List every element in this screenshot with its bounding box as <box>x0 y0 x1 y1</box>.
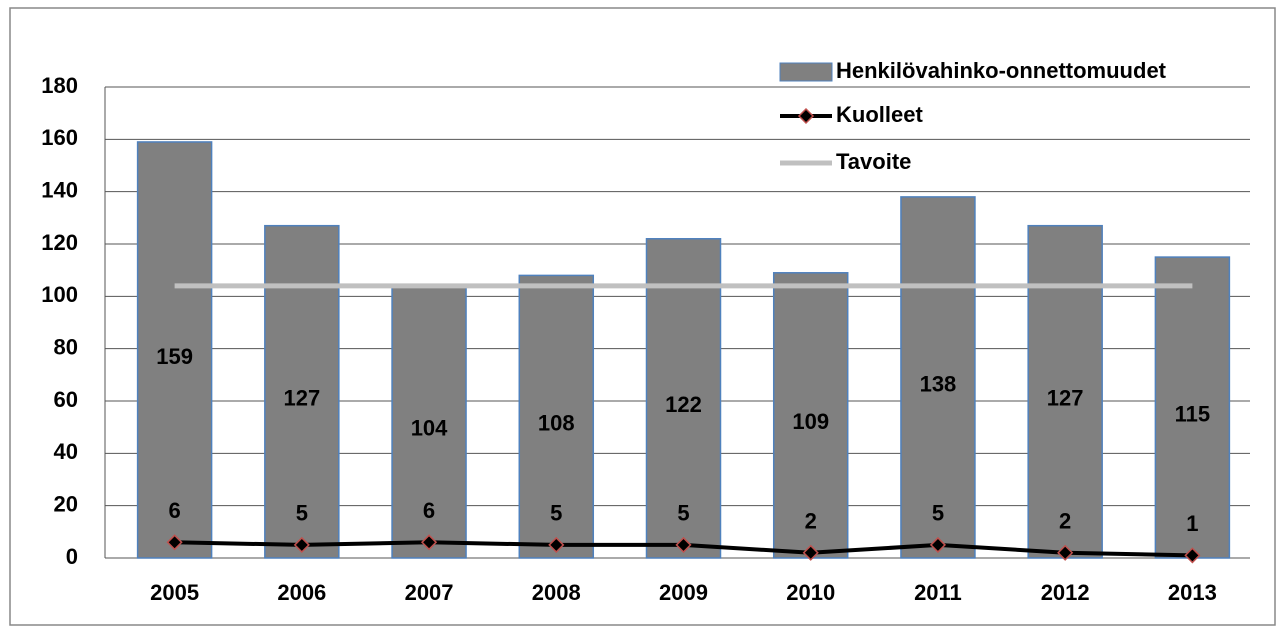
y-tick-label: 0 <box>66 544 78 569</box>
bar <box>645 238 722 559</box>
bar <box>772 272 849 559</box>
data-label: 127 <box>1047 386 1084 411</box>
marker <box>420 534 438 551</box>
data-label: 104 <box>411 416 448 441</box>
y-tick-label: 160 <box>41 125 78 150</box>
marker <box>802 544 819 561</box>
bar <box>1027 224 1103 559</box>
y-tick-label: 60 <box>54 387 78 412</box>
data-label: 5 <box>932 501 944 526</box>
legend-swatch <box>779 62 833 82</box>
data-label: 127 <box>283 386 320 411</box>
data-label: 1 <box>1186 511 1198 536</box>
y-tick-label: 140 <box>41 177 78 202</box>
data-label: 5 <box>296 501 308 526</box>
bar <box>136 141 213 559</box>
y-tick-label: 80 <box>54 334 78 359</box>
x-tick-label: 2011 <box>914 580 962 605</box>
bar <box>518 274 595 559</box>
marker <box>166 534 183 551</box>
data-label: 115 <box>1175 401 1211 426</box>
marker <box>675 536 692 553</box>
marker <box>929 536 947 553</box>
data-label: 109 <box>792 409 829 434</box>
y-tick-label: 120 <box>41 230 78 255</box>
marker <box>1057 544 1074 561</box>
data-label: 2 <box>805 509 817 534</box>
y-tick-label: 40 <box>54 439 78 464</box>
legend-label: Tavoite <box>836 149 911 174</box>
data-label: 6 <box>168 498 180 523</box>
marker <box>293 536 310 553</box>
marker <box>548 536 565 553</box>
bar <box>391 285 467 559</box>
data-label: 2 <box>1059 509 1071 534</box>
y-tick-label: 180 <box>41 73 78 98</box>
legend-label: Henkilövahinko-onnettomuudet <box>836 58 1167 83</box>
data-label: 108 <box>538 411 575 436</box>
data-label: 138 <box>920 371 957 396</box>
data-label: 159 <box>156 344 193 369</box>
x-tick-label: 2010 <box>786 580 835 605</box>
legend-label: Kuolleet <box>836 102 923 127</box>
x-tick-label: 2006 <box>277 580 326 605</box>
bar <box>900 196 976 559</box>
bar <box>264 224 340 559</box>
y-tick-label: 20 <box>54 491 78 516</box>
x-tick-label: 2008 <box>532 580 581 605</box>
x-tick-label: 2013 <box>1168 580 1217 605</box>
x-tick-label: 2005 <box>150 580 199 605</box>
x-tick-label: 2009 <box>659 580 708 605</box>
y-tick-label: 100 <box>41 282 78 307</box>
x-tick-label: 2007 <box>405 580 454 605</box>
marker <box>1184 547 1201 564</box>
legend-swatch <box>797 107 815 125</box>
data-label: 6 <box>423 498 435 523</box>
data-label: 5 <box>550 501 562 526</box>
x-tick-label: 2012 <box>1041 580 1090 605</box>
data-label: 5 <box>677 501 689 526</box>
bar <box>1154 256 1231 559</box>
data-label: 122 <box>665 392 702 417</box>
